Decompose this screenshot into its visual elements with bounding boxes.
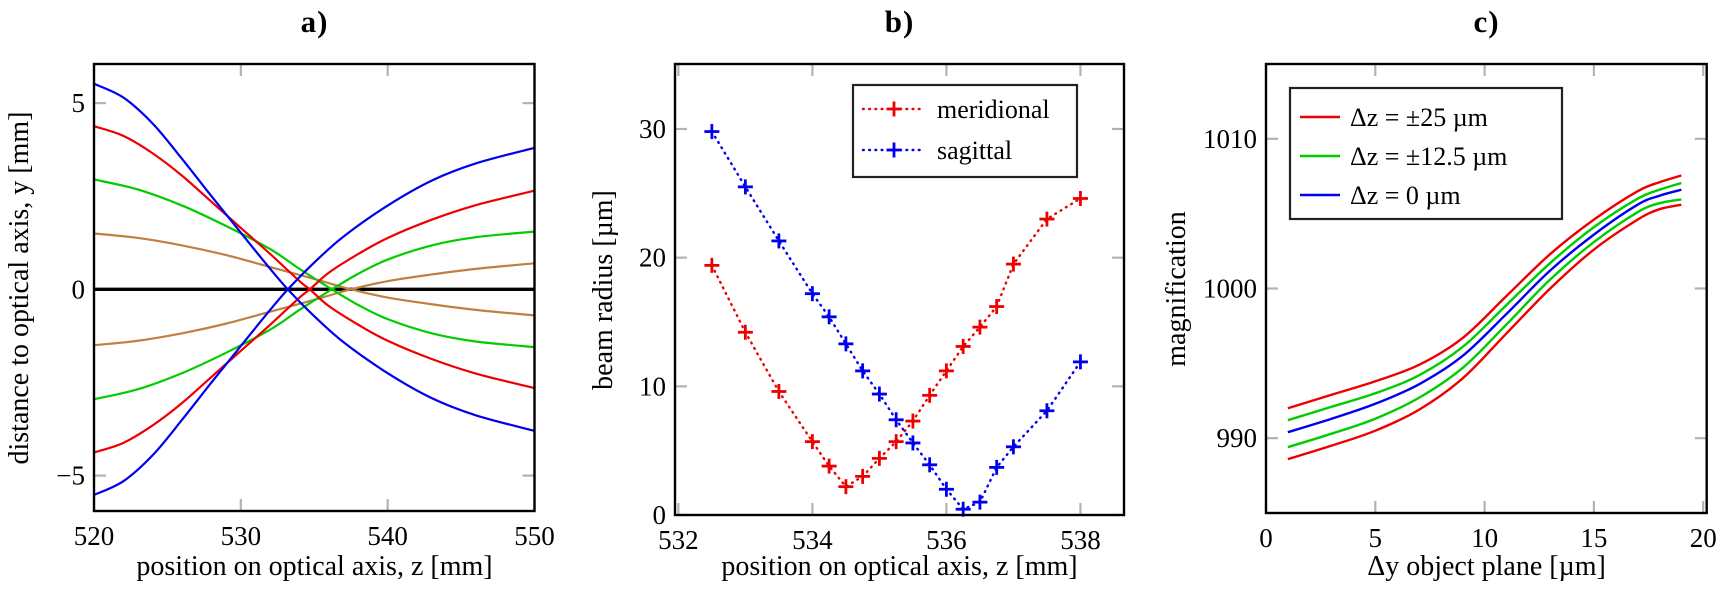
legend-label: meridional — [937, 95, 1050, 124]
series-line-meridional — [710, 197, 1082, 489]
panel-a-xlabel: position on optical axis, z [mm] — [136, 551, 493, 582]
series-line-ray h=-4.4 mm — [93, 189, 535, 454]
panel-a-ylabel: distance to optical axis, y [mm] — [4, 111, 35, 465]
axis-ticks: 520 530 540 550 −5 0 5 — [56, 64, 555, 551]
x-tick-label: 534 — [792, 525, 833, 555]
x-tick-label: 520 — [74, 521, 115, 551]
panel-c-magnification: 0 5 10 15 20 990 1000 1010 Δz = ±25 µm Δz = ±12.5… — [1140, 0, 1720, 596]
legend-frame — [1288, 86, 1564, 221]
series-group — [1287, 174, 1682, 461]
y-tick-label: −5 — [56, 461, 85, 491]
panel-c-ylabel: magnification — [1161, 211, 1192, 367]
series-line-ray h=+2.95 mm — [93, 178, 535, 349]
series-line-ray h=+5.5 mm — [93, 82, 535, 432]
panel-b-title: b) — [884, 4, 915, 39]
series-group — [704, 124, 1088, 517]
x-tick-label: 20 — [1690, 523, 1717, 553]
legend-label: Δz = ±25 µm — [1350, 103, 1488, 132]
y-tick-label: 990 — [1217, 423, 1258, 453]
y-tick-label: 1000 — [1203, 274, 1257, 304]
plot-border — [673, 62, 1126, 517]
panel-b-beam-radius: 532 534 536 538 0 10 20 30 meridional sagittal b)… — [560, 0, 1140, 596]
legend-box: meridional sagittal — [851, 83, 1079, 179]
x-tick-label: 530 — [221, 521, 262, 551]
panel-a-chart: 520 530 540 550 −5 0 5 — [56, 62, 555, 551]
y-tick-label: 0 — [72, 274, 86, 304]
y-tick-label: 10 — [639, 371, 666, 401]
panel-a-ray-trace: 520 530 540 550 −5 0 5 a) position on optical … — [0, 0, 560, 596]
y-tick-label: 0 — [653, 500, 667, 530]
x-tick-label: 10 — [1471, 523, 1498, 553]
panel-c-xlabel: Δy object plane [µm] — [1367, 551, 1606, 582]
series-markers-sagittal — [704, 124, 1088, 517]
series-line-ray h=-2.95 mm — [93, 230, 535, 401]
legend-label: Δz = ±12.5 µm — [1350, 142, 1507, 171]
plot-border — [92, 62, 536, 513]
legend-label: sagittal — [937, 136, 1012, 165]
x-tick-label: 15 — [1580, 523, 1607, 553]
y-tick-label: 20 — [639, 243, 666, 273]
series-line-ray h=+1.5 mm — [93, 232, 535, 317]
y-tick-label: 1010 — [1203, 124, 1257, 154]
panel-c-title: c) — [1473, 4, 1500, 39]
panel-b-xlabel: position on optical axis, z [mm] — [721, 551, 1078, 582]
panel-a-title: a) — [300, 4, 329, 39]
series-line-ray h=-1.5 mm — [93, 262, 535, 347]
series-line-Δz = +12.5 µm — [1287, 181, 1682, 422]
plot-border — [1264, 62, 1708, 515]
legend-box: Δz = ±25 µm Δz = ±12.5 µm Δz = 0 µm — [1288, 86, 1564, 221]
series-line-Δz = −12.5 µm — [1287, 198, 1682, 449]
series-line-ray h=-5.5 mm — [93, 146, 535, 496]
series-group — [93, 82, 535, 496]
series-markers-meridional — [704, 190, 1088, 495]
series-line-Δz = 0 µm — [1287, 188, 1682, 434]
y-tick-label: 5 — [72, 88, 86, 118]
x-tick-label: 5 — [1369, 523, 1383, 553]
x-tick-label: 538 — [1060, 525, 1101, 555]
series-line-sagittal — [710, 130, 1082, 511]
x-tick-label: 536 — [926, 525, 967, 555]
axis-ticks: 0 5 10 15 20 990 1000 1010 — [1203, 64, 1717, 553]
panel-c-chart: 0 5 10 15 20 990 1000 1010 Δz = ±25 µm Δz = ±12.5… — [1203, 62, 1717, 553]
series-line-Δz = −25 µm — [1287, 203, 1682, 461]
x-tick-label: 550 — [514, 521, 555, 551]
panel-b-ylabel: beam radius [µm] — [588, 190, 619, 390]
legend-frame — [851, 83, 1079, 179]
x-tick-label: 532 — [658, 525, 699, 555]
x-tick-label: 0 — [1259, 523, 1273, 553]
legend-label: Δz = 0 µm — [1350, 181, 1461, 210]
y-tick-label: 30 — [639, 114, 666, 144]
series-line-ray h=+4.4 mm — [93, 125, 535, 390]
panel-b-chart: 532 534 536 538 0 10 20 30 meridional sagittal — [639, 62, 1126, 555]
series-line-Δz = +25 µm — [1287, 174, 1682, 410]
x-tick-label: 540 — [367, 521, 408, 551]
